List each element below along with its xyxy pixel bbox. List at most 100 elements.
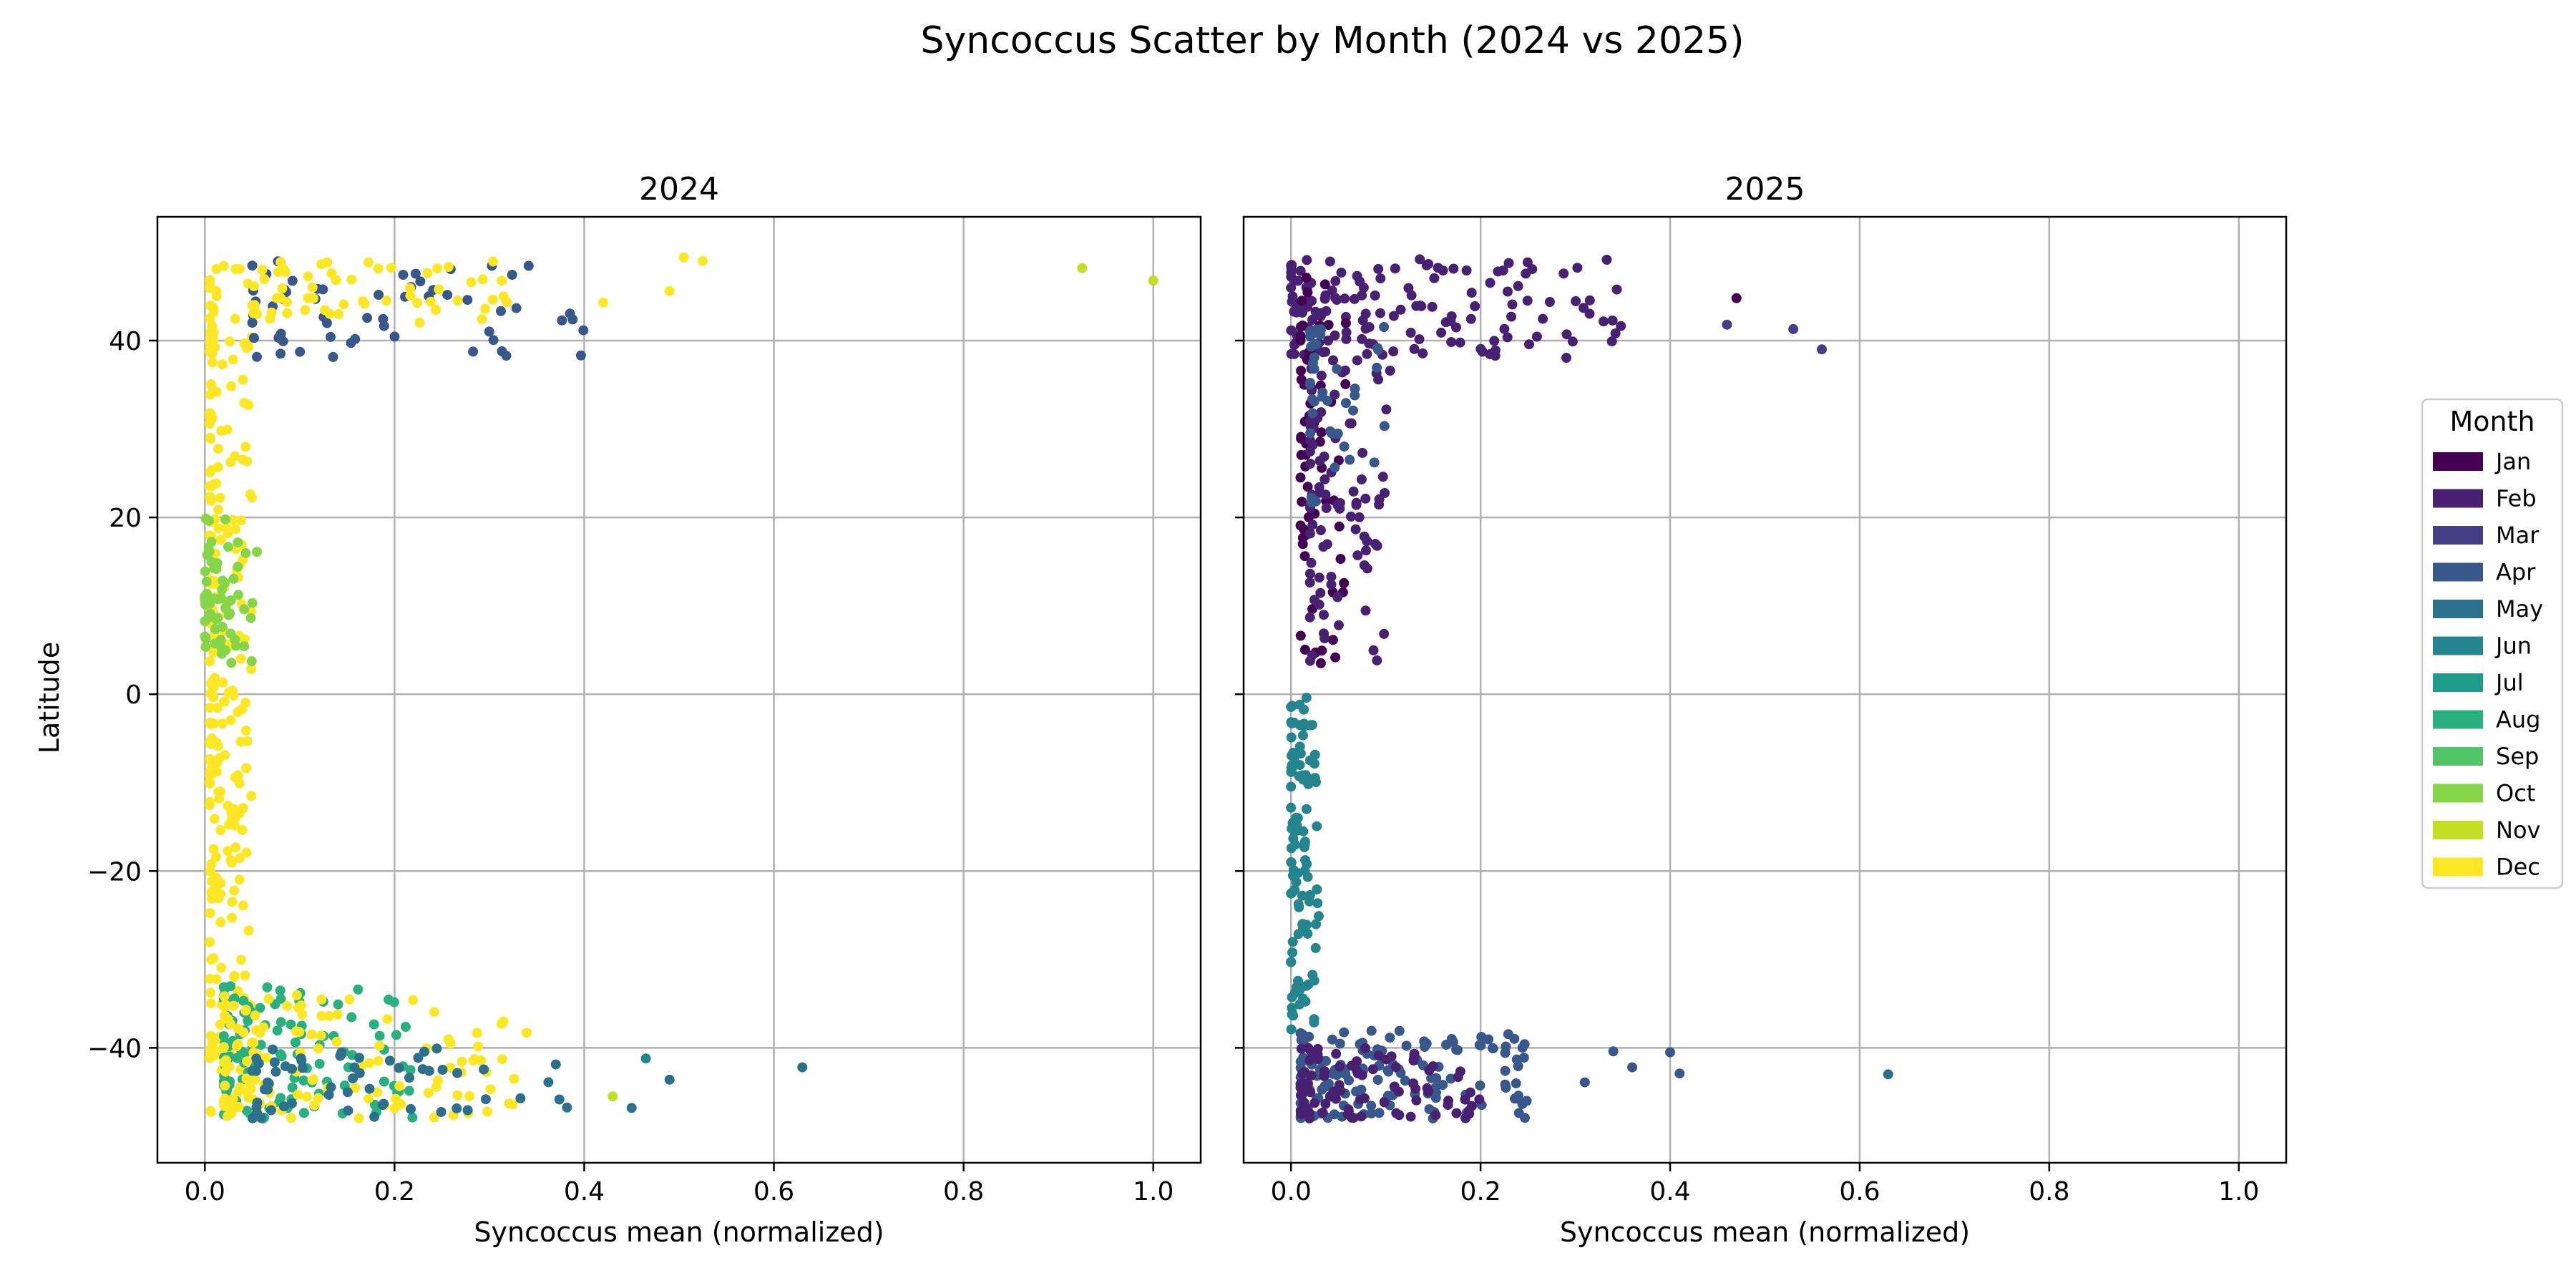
- data-point: [1332, 1070, 1342, 1080]
- legend-item: May: [2433, 595, 2543, 623]
- data-point: [223, 542, 233, 552]
- legend-item: Mar: [2433, 522, 2540, 549]
- data-point: [1524, 339, 1534, 350]
- data-point: [245, 1083, 256, 1094]
- data-point: [1339, 1027, 1350, 1038]
- data-point: [1304, 577, 1315, 588]
- x-axis-label: Syncoccus mean (normalized): [474, 1216, 884, 1248]
- data-point: [429, 1007, 439, 1018]
- x-tick-label: 1.0: [1133, 1177, 1174, 1206]
- panel-title: 2024: [639, 171, 719, 208]
- data-point: [1436, 327, 1447, 338]
- data-point: [1327, 635, 1338, 645]
- data-point: [1309, 773, 1320, 784]
- data-point: [213, 504, 223, 515]
- data-point: [235, 1082, 245, 1093]
- data-point: [1304, 1031, 1314, 1042]
- data-point: [234, 874, 245, 885]
- data-point: [1286, 857, 1297, 868]
- data-point: [1287, 937, 1298, 947]
- data-point: [230, 634, 240, 645]
- legend-label: Dec: [2496, 854, 2540, 881]
- data-point: [241, 847, 252, 858]
- data-point: [233, 562, 243, 572]
- data-point: [1379, 628, 1390, 639]
- data-point: [1332, 364, 1342, 374]
- data-point: [210, 882, 221, 893]
- data-point: [1288, 865, 1299, 875]
- data-point: [230, 842, 241, 853]
- data-point: [1316, 427, 1327, 438]
- data-point: [238, 803, 248, 814]
- data-point: [1330, 652, 1341, 663]
- data-point: [286, 1113, 297, 1123]
- data-point: [1388, 311, 1399, 321]
- data-point: [429, 1112, 439, 1123]
- data-point: [1305, 331, 1316, 342]
- data-point: [1305, 459, 1316, 469]
- data-point: [262, 982, 273, 992]
- data-point: [1323, 320, 1334, 330]
- data-point: [1386, 1051, 1397, 1062]
- data-point: [1500, 1065, 1511, 1076]
- data-point: [1320, 290, 1331, 301]
- data-point: [230, 820, 240, 831]
- data-point: [1499, 323, 1510, 334]
- data-point: [384, 994, 394, 1005]
- data-point: [282, 1000, 293, 1011]
- data-point: [333, 999, 343, 1010]
- data-point: [1319, 279, 1330, 290]
- panel-2024: 2024 0.0 0.2 0.4 0.6 0.8 1.0 −40 −20 0 20 40 Syncocc…: [87, 171, 1202, 1248]
- data-point: [331, 1036, 342, 1047]
- data-point: [1616, 321, 1626, 331]
- data-point: [229, 970, 240, 981]
- data-point: [405, 291, 416, 301]
- data-point: [1287, 887, 1298, 897]
- data-point: [1299, 551, 1310, 562]
- data-point: [1339, 577, 1350, 588]
- data-point: [248, 333, 259, 343]
- data-point: [1427, 301, 1438, 312]
- data-point: [480, 1094, 491, 1105]
- data-point: [1511, 1093, 1522, 1104]
- data-point: [298, 1063, 308, 1073]
- legend-item: Jul: [2433, 669, 2524, 696]
- data-point: [1304, 612, 1315, 623]
- data-point: [237, 825, 248, 836]
- data-point: [246, 664, 256, 675]
- data-point: [1328, 355, 1338, 366]
- data-point: [1318, 542, 1329, 552]
- data-point: [1302, 482, 1313, 492]
- data-point: [1403, 283, 1414, 293]
- data-point: [216, 962, 227, 973]
- data-point: [218, 1042, 229, 1053]
- data-point: [1361, 545, 1371, 556]
- data-point: [389, 331, 400, 342]
- data-point: [1352, 1056, 1362, 1067]
- legend-swatch: [2433, 562, 2483, 582]
- data-point: [1606, 336, 1617, 347]
- data-point: [205, 756, 216, 767]
- data-point: [1465, 313, 1476, 324]
- data-point: [1304, 435, 1315, 446]
- data-point: [218, 677, 228, 688]
- data-point: [1304, 416, 1315, 426]
- data-point: [1375, 308, 1385, 318]
- data-point: [1300, 996, 1311, 1007]
- legend-swatch: [2433, 784, 2483, 803]
- data-point: [1311, 919, 1322, 930]
- data-point: [1359, 1093, 1370, 1103]
- data-point: [1360, 493, 1371, 504]
- data-point: [212, 558, 223, 568]
- data-point: [1314, 572, 1324, 583]
- data-point: [218, 1031, 229, 1041]
- data-point: [259, 274, 270, 285]
- data-point: [1286, 271, 1297, 282]
- data-point: [242, 736, 253, 746]
- data-point: [205, 678, 216, 689]
- data-point: [1489, 336, 1500, 346]
- data-point: [598, 297, 608, 308]
- data-point: [1360, 323, 1371, 334]
- data-point: [1315, 329, 1326, 340]
